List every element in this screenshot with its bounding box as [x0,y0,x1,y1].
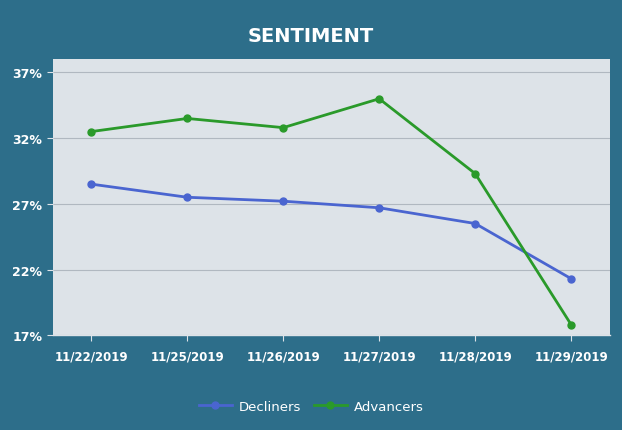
Decliners [471,221,479,227]
Line: Decliners: Decliners [88,181,575,283]
Decliners [183,195,191,200]
Advancers [279,126,287,131]
Advancers [567,322,575,328]
Decliners [279,199,287,204]
Legend: Decliners, Advancers: Decliners, Advancers [193,395,429,418]
Line: Advancers: Advancers [88,96,575,329]
Advancers [376,97,383,102]
Advancers [183,117,191,122]
Decliners [567,276,575,282]
Decliners [88,182,95,187]
Advancers [88,130,95,135]
Decliners [376,206,383,211]
Text: SENTIMENT: SENTIMENT [248,27,374,46]
Advancers [471,172,479,177]
